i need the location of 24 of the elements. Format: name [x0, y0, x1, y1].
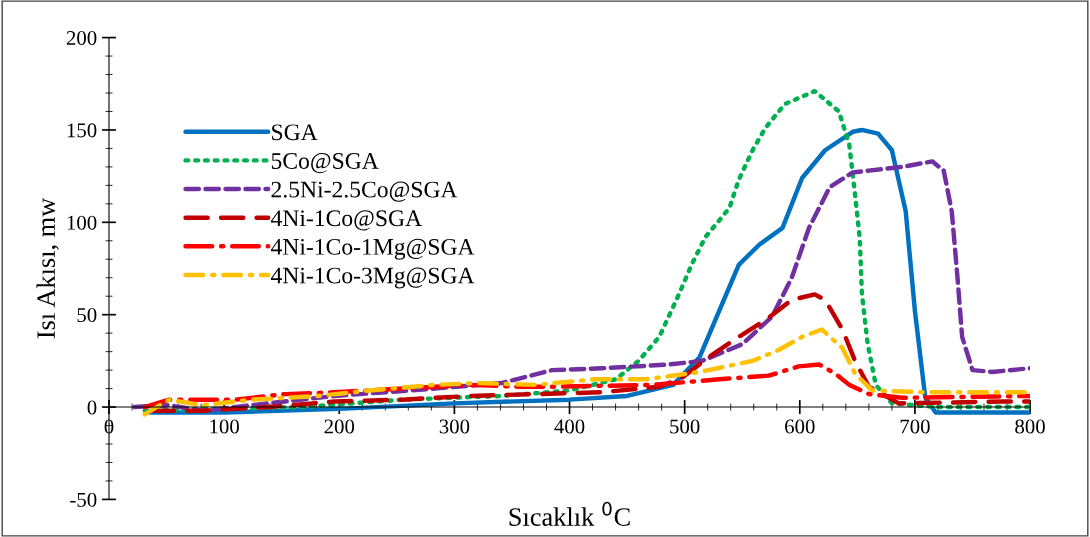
legend-label: 4Ni-1Co@SGA — [270, 210, 422, 231]
legend-label: SGA — [272, 124, 318, 141]
x-tick-label: 600 — [785, 419, 815, 434]
legend-label: 2.5Ni-2.5Co@SGA — [271, 181, 458, 202]
y-tick-label: 150 — [67, 123, 97, 138]
x-tick-label: 500 — [670, 419, 700, 434]
y-tick-label: 50 — [77, 308, 97, 323]
y-tick-label: 0 — [87, 400, 97, 415]
x-tick-label: 300 — [439, 419, 470, 434]
x-tick-label: 100 — [210, 419, 239, 434]
x-axis-title: Sıcaklık $^{0}$C — [509, 501, 630, 526]
legend-label: 5Co@SGA — [271, 152, 379, 174]
line-series — [149, 292, 1031, 413]
x-tick-label: 400 — [554, 419, 585, 434]
line-series — [142, 362, 1031, 410]
x-tick-label: 700 — [900, 419, 930, 434]
y-tick-label: -50 — [70, 492, 97, 507]
legend-label: 4Ni-1Co-1Mg@SGA — [270, 238, 475, 260]
y-tick-label: 100 — [67, 215, 97, 230]
x-tick-label: 200 — [324, 419, 355, 434]
y-axis-title: Isı Akısı, mw — [36, 197, 59, 339]
legend-label: 4Ni-1Co-3Mg@SGA — [270, 267, 475, 289]
y-tick-label: 200 — [66, 30, 97, 46]
x-tick-label: 800 — [1015, 419, 1045, 434]
